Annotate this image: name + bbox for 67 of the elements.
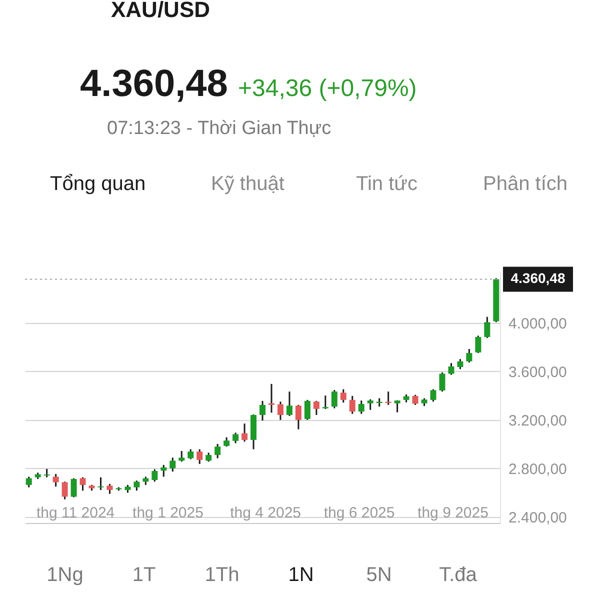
text: 1T <box>132 564 156 586</box>
text: T.đa <box>439 564 478 586</box>
candlestick <box>322 394 328 410</box>
y-tick-label: 4.000,00 <box>508 315 567 332</box>
candlestick <box>412 394 418 406</box>
candlestick <box>178 450 185 462</box>
candlestick <box>242 422 248 442</box>
candlestick <box>106 483 113 495</box>
candlestick <box>26 476 32 488</box>
candlestick <box>196 448 203 465</box>
text: Tổng quan <box>50 173 146 195</box>
candlestick <box>188 448 194 460</box>
y-tick-label: 3.600,00 <box>508 364 567 381</box>
candlestick <box>80 476 86 492</box>
candlestick <box>214 443 221 459</box>
x-tick-label: thg 1 2025 <box>132 504 204 522</box>
candlestick <box>457 358 464 370</box>
candlestick <box>484 316 490 339</box>
candlestick <box>232 432 239 444</box>
x-tick-label: thg 4 2025 <box>230 504 302 522</box>
candlestick <box>385 390 392 406</box>
candlestick <box>98 476 104 491</box>
candlestick <box>70 478 77 498</box>
candlestick <box>466 348 472 364</box>
candlestick <box>44 468 50 478</box>
text: Tin tức <box>356 173 418 195</box>
candlestick <box>367 398 374 411</box>
candlestick <box>448 362 454 376</box>
candlestick <box>295 404 302 430</box>
candlestick <box>52 473 59 488</box>
candlestick <box>340 388 346 404</box>
text: 1Th <box>204 564 240 586</box>
text: +34,36 (+0,79%) <box>238 75 417 102</box>
candlestick <box>331 389 338 410</box>
candlestick <box>475 334 482 354</box>
ref-line-label: 4.360,48 <box>510 270 566 286</box>
candlestick <box>304 399 310 421</box>
text: 4.360,48 <box>80 63 228 105</box>
candlestick <box>349 395 356 415</box>
candlestick <box>134 480 140 492</box>
y-tick-label: 3.200,00 <box>508 412 567 430</box>
x-tick-label: thg 9 2025 <box>418 504 488 522</box>
candlestick <box>170 456 176 472</box>
text: Kỹ thuật <box>211 173 285 195</box>
candlestick <box>394 400 400 414</box>
y-tick-label: 2.800,00 <box>508 460 567 478</box>
candlestick <box>286 390 292 417</box>
candlestick <box>160 464 167 478</box>
candlestick <box>268 383 274 414</box>
candlestick <box>277 400 284 421</box>
candlestick <box>430 388 436 402</box>
candlestick <box>439 372 446 392</box>
text: Phân tích <box>483 173 568 195</box>
text: 07:13:23 - Thời Gian Thực <box>107 118 332 139</box>
candlestick <box>62 480 68 500</box>
candlestick <box>358 400 364 415</box>
candlestick <box>152 468 158 482</box>
text: 5N <box>366 564 392 586</box>
x-tick-label: thg 11 2024 <box>36 504 115 522</box>
text: 1Ng <box>46 564 84 586</box>
candlestick <box>224 436 230 448</box>
chart-title: XAU/USD <box>111 0 210 22</box>
text: 1N <box>288 564 314 586</box>
x-tick-label: thg 6 2025 <box>324 504 395 522</box>
candlestick <box>260 400 266 422</box>
candlestick <box>313 400 320 416</box>
y-tick-label: 2.400,00 <box>508 509 567 526</box>
